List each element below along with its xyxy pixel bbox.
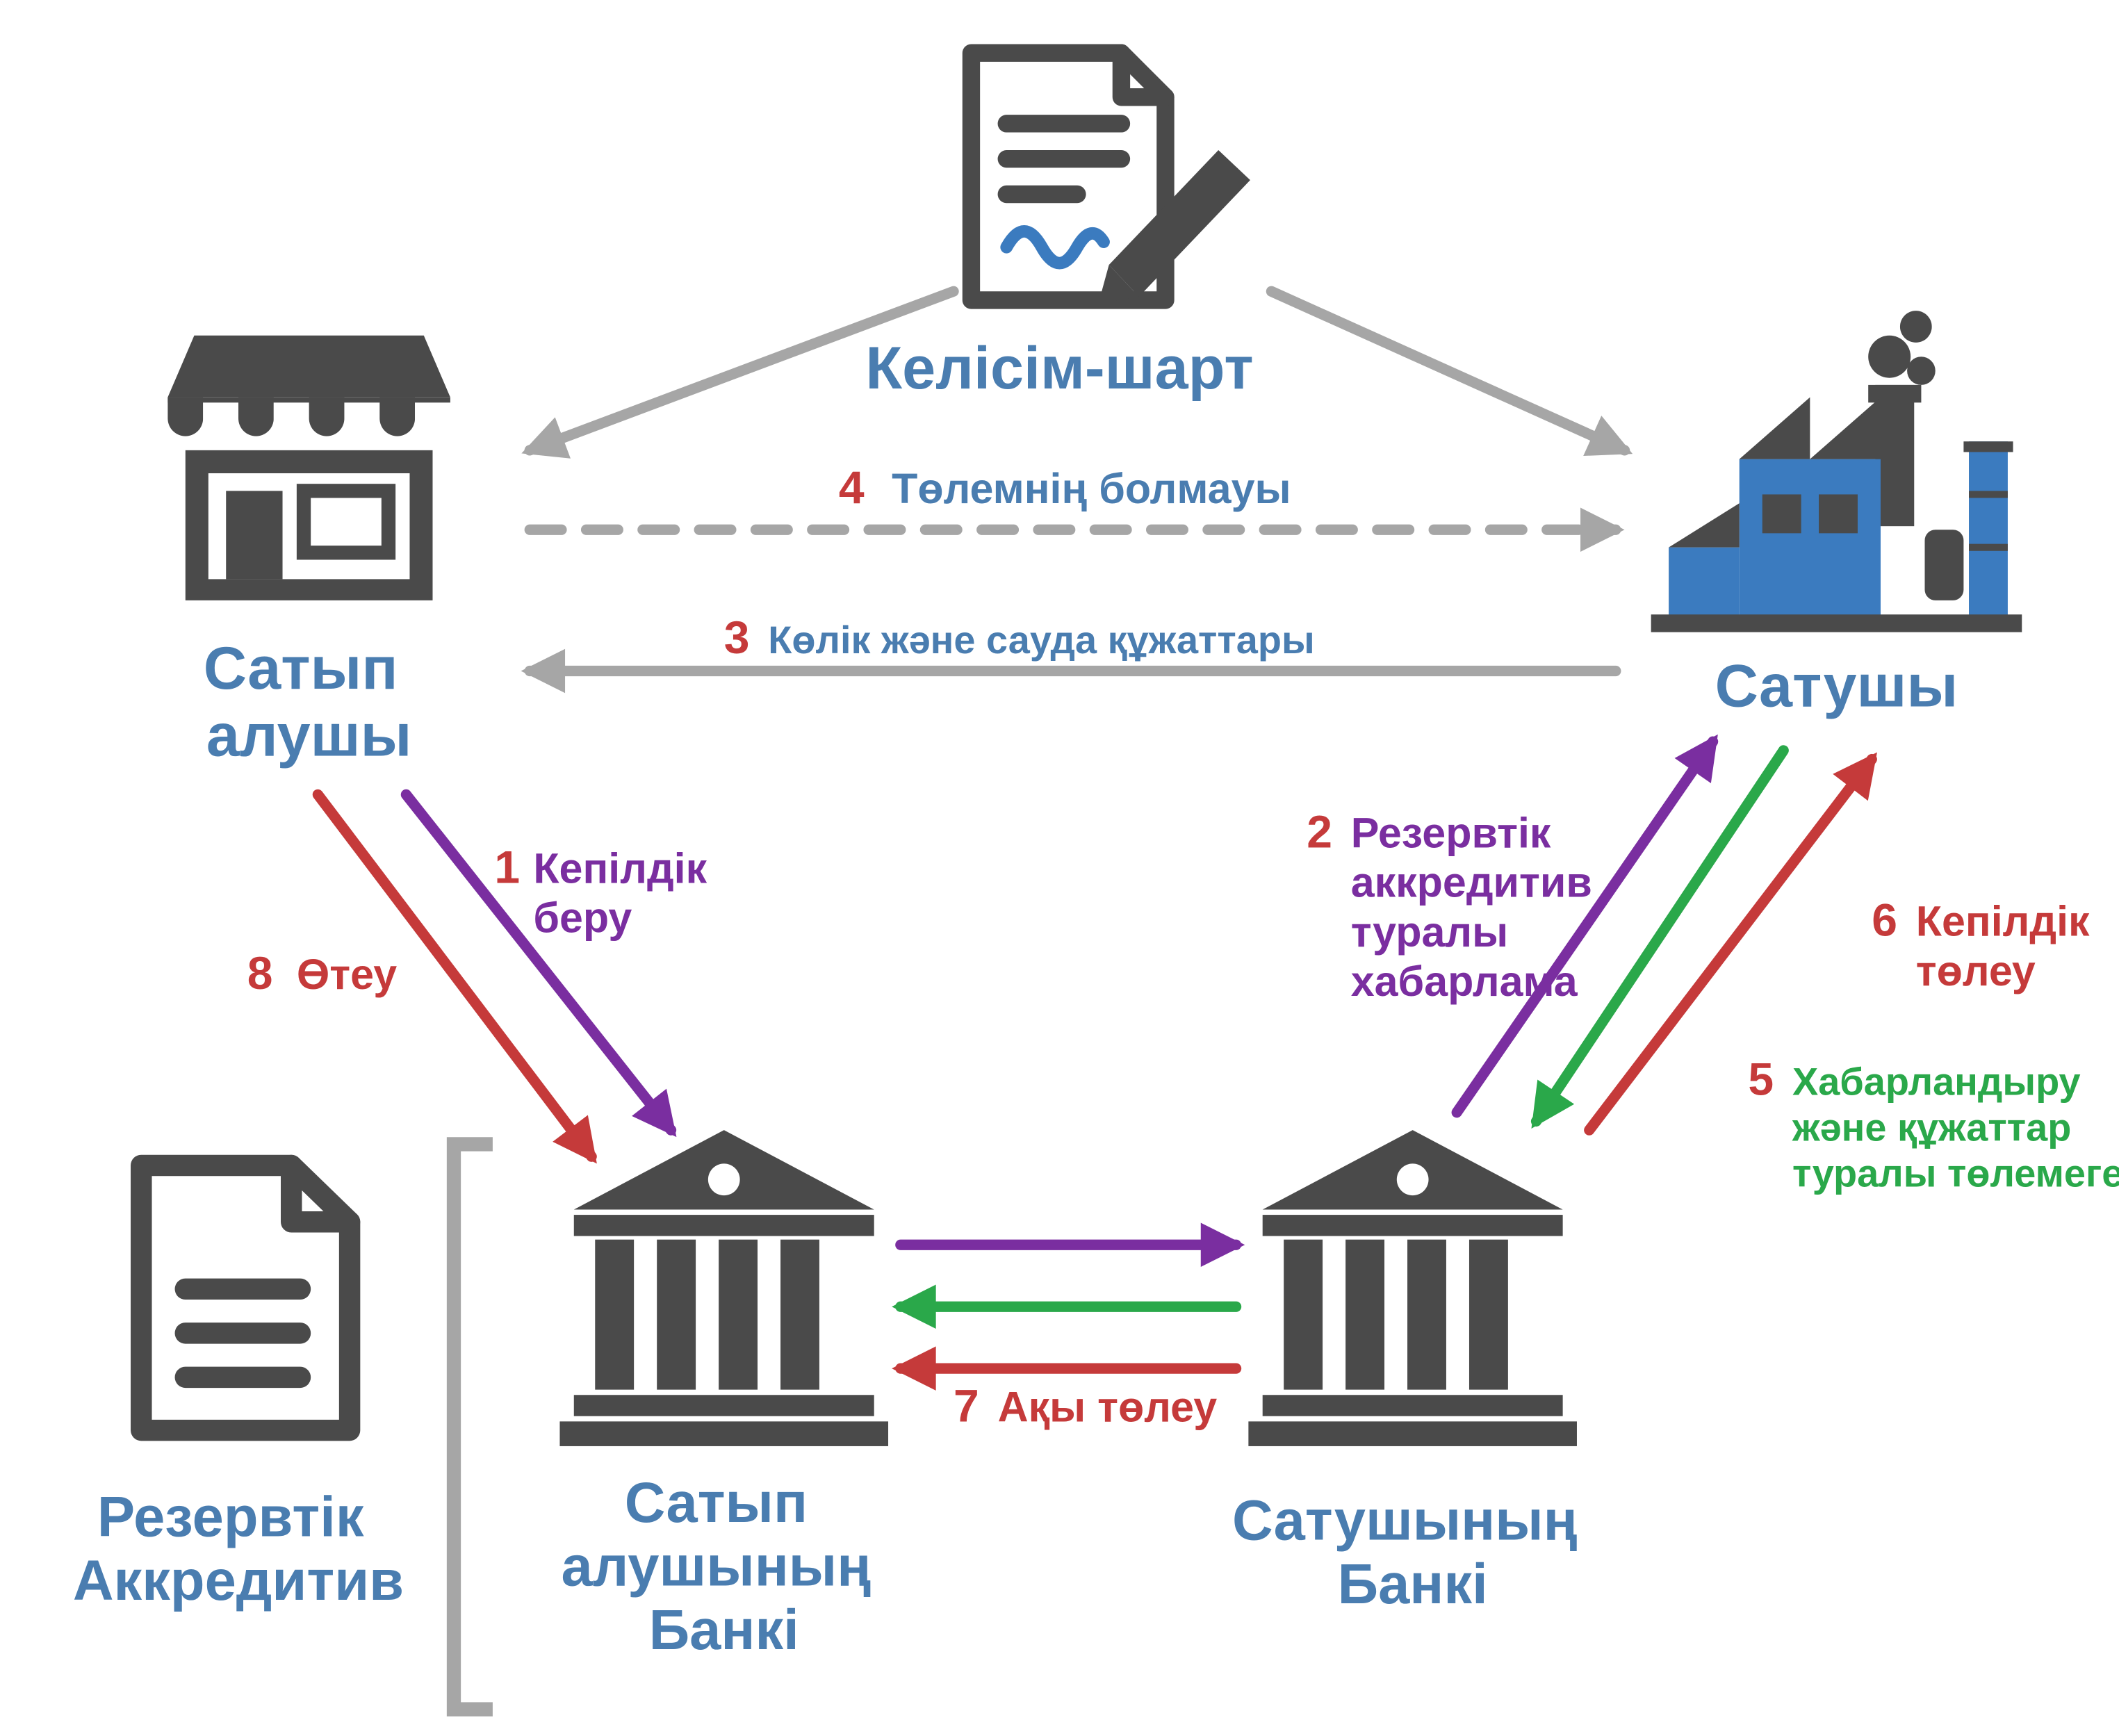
- flow-diagram: Келісім-шарт Сатып алушы Сатушы Сатып ал…: [0, 0, 2119, 1730]
- svg-text:Көлік және сауда құжаттары: Көлік және сауда құжаттары: [768, 618, 1314, 662]
- svg-text:8: 8: [247, 947, 273, 999]
- svg-text:Төлемнің болмауы: Төлемнің болмауы: [892, 465, 1291, 512]
- reserve-label: Резервтік Аккредитив: [73, 1486, 404, 1612]
- svg-text:Хабарландыру және құжатт: Хабарландыру және құжаттар туралы төлеме…: [1792, 1059, 2119, 1195]
- contract-icon: [971, 53, 1250, 304]
- buyer-bank-icon: [559, 1130, 888, 1446]
- edge6-label: 6 Кепілдік төлеу: [1872, 894, 2101, 994]
- svg-text:Ақы төлеу: Ақы төлеу: [998, 1383, 1218, 1430]
- svg-text:5: 5: [1748, 1053, 1774, 1104]
- seller-bank-icon: [1248, 1130, 1577, 1446]
- svg-text:3: 3: [724, 612, 750, 663]
- bracket: [454, 1144, 486, 1709]
- svg-text:1: 1: [494, 841, 520, 892]
- edge3-label: 3 Көлік және сауда құжаттары: [724, 612, 1315, 663]
- edge7-label: 7 Ақы төлеу: [954, 1379, 1217, 1431]
- edge4-label: 4 Төлемнің болмауы: [839, 461, 1291, 513]
- shop-icon: [167, 336, 450, 600]
- seller-bank-label: Сатушының Банкі: [1232, 1489, 1593, 1616]
- svg-text:Өтеу: Өтеу: [297, 951, 397, 998]
- edge8-label: 8 Өтеу: [247, 947, 398, 999]
- contract-label: Келісім-шарт: [865, 335, 1253, 402]
- seller-label: Сатушы: [1715, 653, 1958, 719]
- svg-text:Кепілдік беру: Кепілдік беру: [533, 844, 719, 941]
- buyer-bank-label: Сатып алушының Банкі: [562, 1471, 887, 1662]
- reserve-doc-icon: [141, 1165, 350, 1430]
- svg-text:Резервтік аккредитив: Резервтік аккредитив туралы хабарлама: [1351, 810, 1604, 1005]
- svg-text:6: 6: [1872, 894, 1897, 946]
- svg-text:7: 7: [954, 1379, 979, 1431]
- svg-text:2: 2: [1307, 806, 1332, 858]
- buyer-label: Сатып алушы: [204, 635, 415, 769]
- svg-text:Кепілдік төлеу: Кепілдік төлеу: [1916, 898, 2102, 994]
- factory-icon: [1651, 311, 2022, 632]
- arrow-contract-to-seller: [1271, 291, 1624, 450]
- svg-text:4: 4: [839, 461, 865, 513]
- edge1-label: 1 Кепілдік беру: [494, 841, 719, 941]
- edge2-label: 2 Резервтік аккредитив туралы хабарлама: [1307, 806, 1604, 1005]
- edge5-label: 5 Хабарландыру және құжаттар туралы төле…: [1748, 1053, 2119, 1195]
